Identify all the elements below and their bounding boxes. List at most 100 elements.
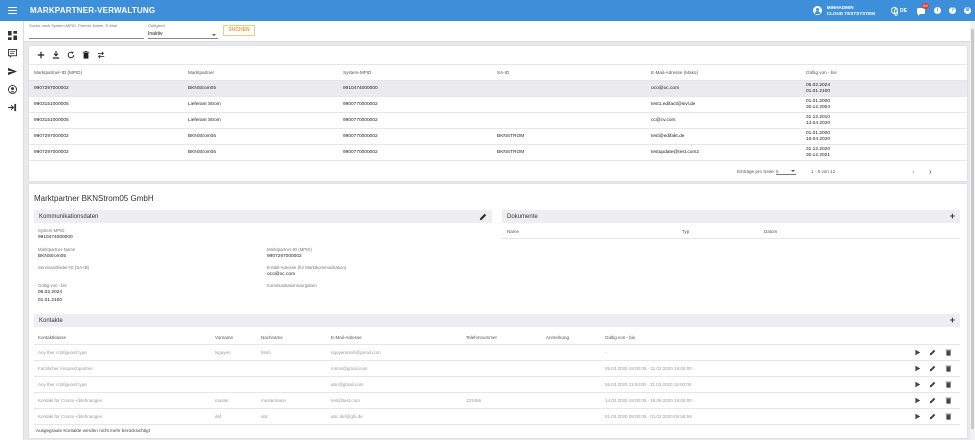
language-switch[interactable]: DE [900, 7, 907, 14]
cell-valid-to: 30.12.2004 [806, 105, 831, 110]
sidebar-item-logout[interactable] [0, 98, 24, 116]
cell-sa-id: BKNSTROM [497, 134, 525, 139]
contact-col-first[interactable]: Vorname [215, 335, 234, 340]
contact-col-email[interactable]: E-Mail-Adresse [331, 335, 362, 340]
trash-icon[interactable] [945, 413, 952, 420]
pencil-icon[interactable] [929, 365, 936, 372]
contact-valid: 14.03.2020 19:00:00 - 19.06.2020 19:00:0… [605, 398, 692, 403]
swap-button[interactable] [97, 51, 105, 59]
add-document-icon[interactable]: + [949, 211, 955, 221]
next-page-icon[interactable]: › [929, 167, 932, 176]
pencil-icon[interactable] [929, 381, 936, 388]
play-icon[interactable] [914, 349, 921, 356]
cell-email: oco@oc.com [651, 86, 680, 91]
contact-valid: 26.03.2020 11:00:00 - 31.03.2020 19:00:0… [605, 382, 692, 387]
col-partner[interactable]: Marktpartner [188, 70, 215, 75]
chevron-down-icon [791, 170, 795, 172]
add-button[interactable] [37, 51, 45, 59]
app-title: MARKPARTNER-VERWALTUNG [30, 6, 156, 15]
search-input[interactable] [29, 30, 144, 39]
contact-last: Minh [261, 350, 271, 355]
contact-col-valid[interactable]: Gültig von - bis [605, 335, 636, 340]
cell-valid-from: 06.02.2024 [806, 83, 831, 88]
play-icon[interactable] [914, 365, 921, 372]
search-button[interactable]: SUCHEN [223, 25, 255, 36]
trash-icon[interactable] [945, 349, 952, 356]
play-icon[interactable] [914, 413, 921, 420]
contact-last: abc [261, 414, 269, 419]
play-icon[interactable] [914, 381, 921, 388]
contact-row[interactable]: Kontakt für Comm-Ablehnungen muster must… [34, 393, 960, 409]
contact-first: muster [215, 398, 229, 403]
info-icon[interactable]: i [934, 7, 941, 14]
pencil-icon[interactable] [479, 213, 487, 221]
table-row[interactable]: 9907297000002 BKNStrom05 9900770000002 B… [29, 145, 967, 161]
partner-detail-card: Marktpartner BKNStrom05 GmbH Kommunikati… [29, 184, 967, 438]
doc-col-date[interactable]: Datum [764, 229, 778, 234]
contact-row[interactable]: Fachlicher Ansprechpartner mmm@gmail.com… [34, 361, 960, 377]
contact-col-class[interactable]: Kontaktklasse [38, 335, 67, 340]
add-contact-icon[interactable]: + [949, 315, 955, 325]
contact-col-last[interactable]: Nachname [261, 335, 283, 340]
globe-icon[interactable] [891, 7, 899, 16]
scrollbar-thumb[interactable] [971, 29, 974, 429]
table-row[interactable]: 9907297000002 BKNStrom05 9900770000002 B… [29, 129, 967, 145]
refresh-button[interactable] [67, 51, 75, 59]
doc-col-name[interactable]: Name [507, 229, 520, 234]
contact-class: Kontakt für Comm-Ablehnungen [38, 398, 103, 403]
cell-sa-id: BKNSTROM [497, 150, 525, 155]
table-row[interactable]: 9907297000002 BKNStrom05 9910474000000 o… [29, 81, 967, 97]
per-page-select[interactable]: 5 [776, 169, 796, 175]
per-page-label: Einträge pro Seite: [737, 169, 776, 174]
sidebar-item-dashboard[interactable] [0, 26, 24, 44]
contact-row[interactable]: Any ther configured type abc@gmail.com 2… [34, 377, 960, 393]
col-email[interactable]: E-Mail-Adresse (Mako) [651, 70, 698, 75]
col-sa-id[interactable]: SA-ID [497, 70, 510, 75]
download-button[interactable] [52, 51, 60, 59]
sidebar-item-partners[interactable] [0, 80, 24, 98]
contact-col-phone[interactable]: Telefonnummer [466, 335, 498, 340]
sidebar-item-send[interactable] [0, 62, 24, 80]
contact-class: Any ther configured type [38, 350, 87, 355]
user-info[interactable]: MINHADMIN CLOUD TESTSYSTEM [827, 5, 875, 17]
cell-valid-from: 01.01.2000 [806, 99, 831, 104]
valid-to-value: 01.01.2100 [38, 298, 63, 303]
table-row[interactable]: 9903151000005 Lieferant Strom 9900770000… [29, 97, 967, 113]
pencil-icon[interactable] [929, 397, 936, 404]
contact-row[interactable]: Kontakt für Comm-Ablehnungen def abc abc… [34, 409, 960, 425]
cell-partner: Lieferant Strom [188, 102, 221, 107]
contacts-table-header: Kontaktklasse Vorname Nachname E-Mail-Ad… [34, 332, 960, 345]
play-icon[interactable] [914, 397, 921, 404]
doc-col-type[interactable]: Typ [682, 229, 690, 234]
settings-icon[interactable]: ⚙ [964, 7, 971, 14]
validity-select[interactable]: Inaktiv [148, 30, 218, 39]
user-icon[interactable] [812, 6, 822, 15]
prev-page-icon[interactable]: ‹ [912, 167, 915, 176]
cell-partner: Lieferant Strom [188, 118, 221, 123]
sidebar-item-messages[interactable] [0, 44, 24, 62]
system-mpid-label: System-MPID [38, 228, 65, 233]
help-icon[interactable]: ? [949, 7, 956, 14]
contact-col-note[interactable]: Anmerkung [546, 335, 570, 340]
download-icon [52, 51, 60, 59]
user-system: CLOUD TESTSYSTEM [826, 10, 876, 16]
search-field: Suche nach System-MPID, Partner-Name, E-… [29, 23, 144, 39]
menu-button[interactable] [0, 0, 24, 21]
trash-icon[interactable] [945, 365, 952, 372]
table-row[interactable]: 9903151000005 Lieferant Strom 9900770000… [29, 113, 967, 129]
contact-valid: 01.03.2020 09:00:00 - 01.03.2020 09:59:5… [605, 414, 692, 419]
delete-button[interactable] [82, 51, 90, 59]
col-valid[interactable]: Gültig von - bis [806, 70, 837, 75]
trash-icon[interactable] [945, 381, 952, 388]
page-scrollbar[interactable] [970, 21, 975, 440]
col-mpid[interactable]: Marktpartner-ID (MPID) [34, 70, 82, 75]
cell-system-mpid: 9900770000002 [343, 134, 378, 139]
trash-icon[interactable] [945, 397, 952, 404]
pencil-icon[interactable] [929, 413, 936, 420]
contact-row[interactable]: Any ther configured type Nguyen Minh ngu… [34, 345, 960, 361]
cell-email: test@edifakt.de [651, 134, 685, 139]
contacts-panel-header: Kontakte + [34, 314, 960, 327]
notifications-icon[interactable]: 64 [917, 2, 929, 16]
col-system-mpid[interactable]: System-MPID [343, 70, 372, 75]
pencil-icon[interactable] [929, 349, 936, 356]
